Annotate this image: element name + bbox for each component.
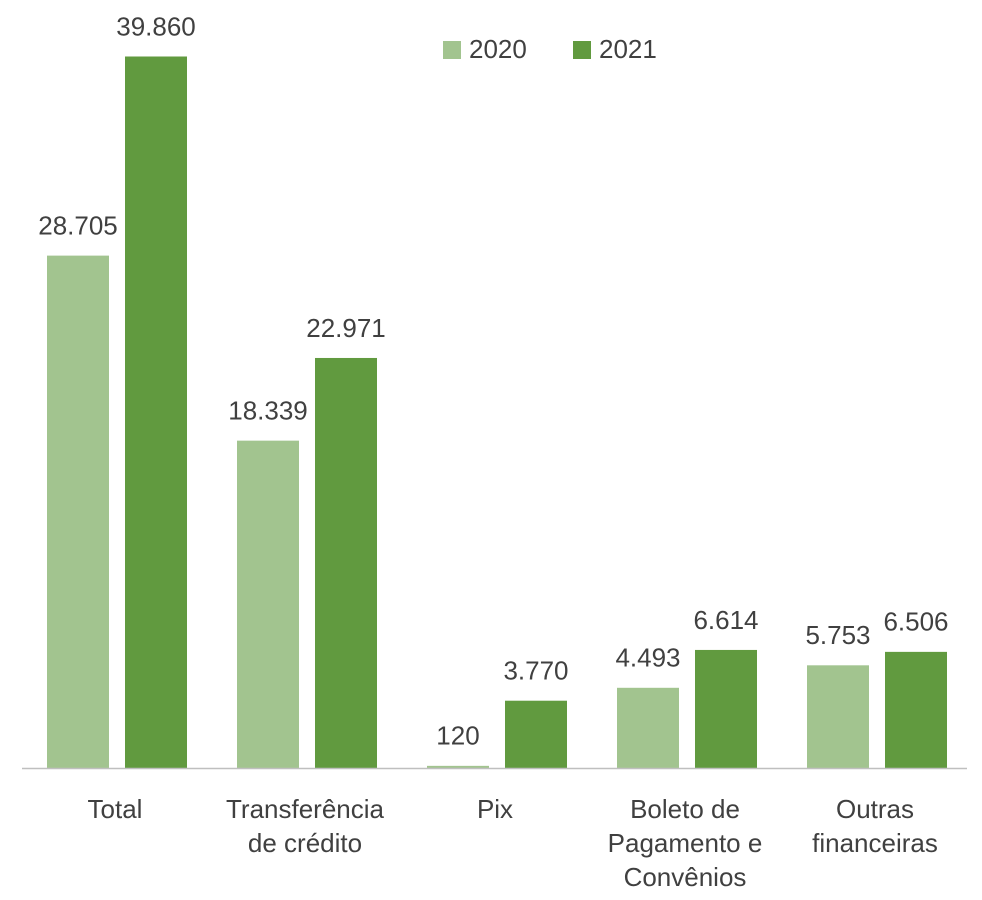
legend-label: 2020 (469, 34, 527, 64)
data-label: 6.614 (693, 605, 758, 635)
x-tick-label: Total (87, 794, 143, 824)
bar (125, 56, 187, 768)
bar (617, 687, 679, 768)
x-tick-label: Pix (476, 794, 514, 824)
data-label: 22.971 (306, 313, 386, 343)
legend-swatch (443, 41, 461, 59)
data-label: 3.770 (503, 656, 568, 686)
data-label: 18.339 (228, 396, 308, 426)
bar (885, 651, 947, 768)
bar (695, 649, 757, 768)
bar (505, 700, 567, 768)
legend-label: 2021 (599, 34, 657, 64)
x-tick-label: Outras financeiras (812, 794, 938, 858)
data-label: 4.493 (615, 643, 680, 673)
bar (807, 665, 869, 768)
bar (237, 440, 299, 768)
bar (315, 357, 377, 768)
legend-swatch (573, 41, 591, 59)
bar (47, 255, 109, 769)
x-tick-label: Transferência de crédito (226, 794, 384, 858)
x-tick-label: Boleto de Pagamento e Convênios (607, 794, 763, 892)
data-label: 39.860 (116, 11, 196, 41)
bar (427, 765, 489, 768)
data-label: 28.705 (38, 210, 118, 240)
data-label: 120 (436, 721, 479, 751)
data-label: 6.506 (883, 607, 948, 637)
data-label: 5.753 (805, 620, 870, 650)
